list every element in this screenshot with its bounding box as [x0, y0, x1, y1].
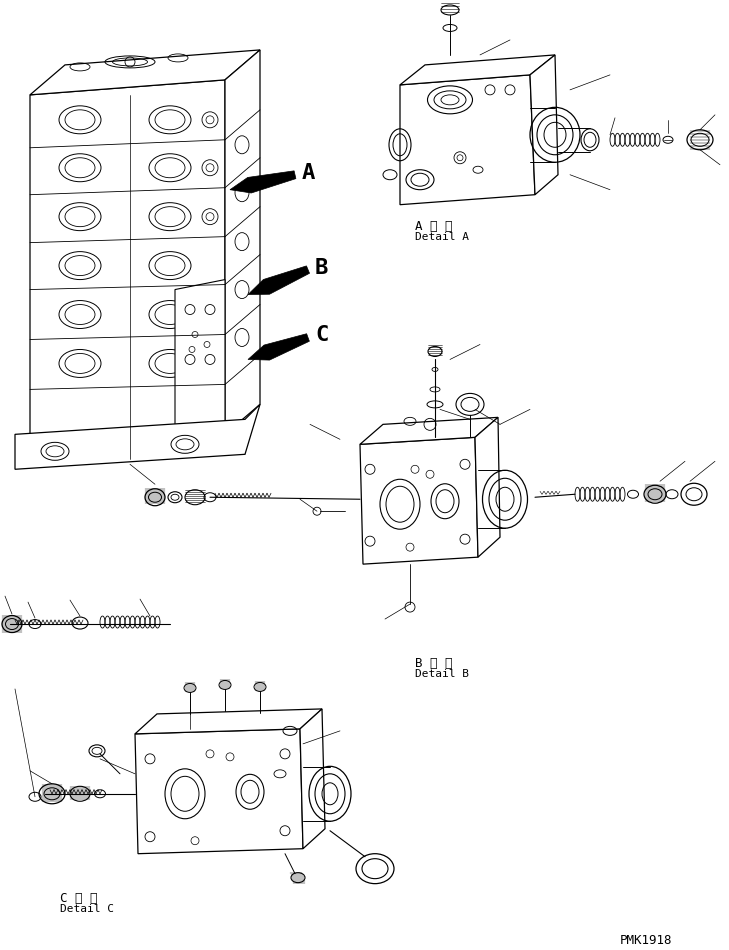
Polygon shape	[400, 55, 555, 85]
Text: Detail C: Detail C	[60, 903, 114, 914]
Text: Detail B: Detail B	[415, 669, 469, 679]
Polygon shape	[530, 55, 558, 195]
Polygon shape	[475, 417, 500, 557]
Polygon shape	[175, 279, 225, 434]
Polygon shape	[360, 417, 498, 445]
Polygon shape	[360, 437, 478, 564]
Polygon shape	[400, 75, 535, 204]
Polygon shape	[230, 171, 296, 193]
Text: A: A	[302, 162, 316, 182]
Polygon shape	[135, 729, 303, 854]
Text: B 詳 細: B 詳 細	[415, 657, 453, 670]
Text: PMK1918: PMK1918	[620, 934, 672, 946]
Polygon shape	[135, 709, 322, 734]
Text: C: C	[315, 325, 328, 345]
Polygon shape	[30, 80, 225, 449]
Polygon shape	[225, 50, 260, 434]
Polygon shape	[30, 50, 260, 95]
Polygon shape	[15, 405, 260, 469]
Text: Detail A: Detail A	[415, 232, 469, 241]
Text: C 詳 細: C 詳 細	[60, 892, 98, 904]
Text: B: B	[315, 257, 328, 277]
Text: A 詳 細: A 詳 細	[415, 219, 453, 233]
Polygon shape	[248, 333, 309, 360]
Polygon shape	[300, 709, 325, 848]
Polygon shape	[248, 266, 310, 294]
